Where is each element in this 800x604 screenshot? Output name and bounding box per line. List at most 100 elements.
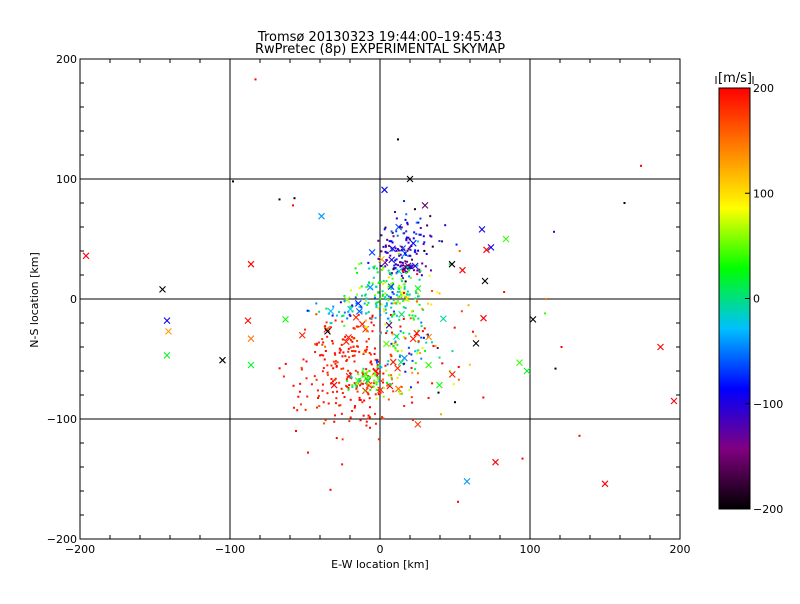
data-point <box>343 395 346 398</box>
data-point-cross <box>247 260 255 268</box>
data-point <box>368 267 371 270</box>
data-point-cross <box>381 186 388 194</box>
data-point <box>376 361 379 364</box>
data-point <box>361 371 364 374</box>
data-point <box>388 285 391 288</box>
data-point <box>300 403 303 406</box>
data-point <box>315 342 318 345</box>
data-point <box>331 314 334 317</box>
data-point <box>387 360 390 363</box>
data-point <box>355 302 358 305</box>
data-point <box>399 325 402 328</box>
data-point <box>358 396 361 399</box>
data-point <box>419 217 422 220</box>
data-point <box>398 373 401 376</box>
data-point <box>316 389 319 392</box>
data-point <box>341 355 344 358</box>
data-point-cross <box>401 354 408 362</box>
data-point <box>317 396 320 399</box>
data-point <box>382 417 385 420</box>
data-point <box>394 340 397 343</box>
data-point <box>408 238 411 241</box>
data-point <box>402 290 405 293</box>
data-point <box>414 368 417 371</box>
data-point <box>427 396 430 399</box>
data-point <box>353 327 356 330</box>
data-point <box>327 402 330 405</box>
data-point <box>401 261 404 264</box>
data-point <box>365 330 368 333</box>
data-point <box>355 387 358 390</box>
data-point <box>378 305 381 308</box>
data-point <box>392 299 395 302</box>
data-point <box>314 343 317 346</box>
data-point <box>328 312 331 315</box>
data-point <box>393 211 396 214</box>
data-point <box>363 302 366 305</box>
data-point-cross <box>247 335 255 342</box>
data-point <box>405 238 408 241</box>
data-point-cross <box>657 343 664 351</box>
data-point-cross <box>395 385 402 393</box>
data-point <box>426 224 429 227</box>
data-point <box>376 267 379 270</box>
data-point <box>367 301 370 304</box>
data-point <box>376 376 379 379</box>
data-point <box>407 346 410 349</box>
data-point <box>413 208 416 211</box>
data-point <box>411 419 414 422</box>
data-point <box>333 420 336 423</box>
data-point-cross <box>487 244 495 251</box>
data-point <box>418 233 421 236</box>
data-point <box>416 292 419 295</box>
data-point <box>324 325 327 328</box>
data-point <box>347 369 350 372</box>
data-point <box>387 295 390 298</box>
data-point <box>384 245 387 248</box>
data-point <box>396 376 399 379</box>
data-point <box>380 303 383 306</box>
colorbar-tick-label: −200 <box>753 503 783 516</box>
data-point <box>390 376 393 379</box>
data-point <box>404 370 407 373</box>
data-point <box>405 230 408 233</box>
data-point <box>375 388 378 391</box>
data-point <box>369 426 372 429</box>
data-point <box>340 367 343 370</box>
data-point <box>396 335 399 338</box>
data-point <box>389 296 392 299</box>
data-point <box>369 383 372 386</box>
data-point <box>405 271 408 274</box>
data-point <box>304 408 307 411</box>
data-point <box>367 375 370 378</box>
data-point <box>390 272 393 275</box>
data-point <box>354 405 357 408</box>
data-point <box>390 287 393 290</box>
data-point <box>379 366 382 369</box>
data-point <box>408 268 411 271</box>
data-point <box>379 309 382 312</box>
data-point <box>385 332 388 335</box>
data-point <box>362 414 365 417</box>
data-point <box>386 251 389 254</box>
colorbar-tick-label: 100 <box>753 187 774 200</box>
data-point-cross <box>601 480 609 488</box>
x-axis: −200 −100 0 100 200 <box>65 59 691 556</box>
data-point <box>438 240 441 243</box>
data-point <box>362 373 365 376</box>
data-point <box>368 369 371 372</box>
data-point <box>341 320 344 323</box>
data-point <box>368 416 371 419</box>
data-point <box>377 300 380 303</box>
data-point <box>385 258 388 261</box>
data-point <box>384 296 387 299</box>
data-point <box>382 283 385 286</box>
data-point <box>410 353 413 356</box>
data-point <box>400 274 403 277</box>
data-point <box>308 309 311 312</box>
data-point <box>376 367 379 370</box>
data-point <box>367 337 370 340</box>
data-point <box>340 343 343 346</box>
data-point <box>348 384 351 387</box>
data-point <box>366 380 369 383</box>
